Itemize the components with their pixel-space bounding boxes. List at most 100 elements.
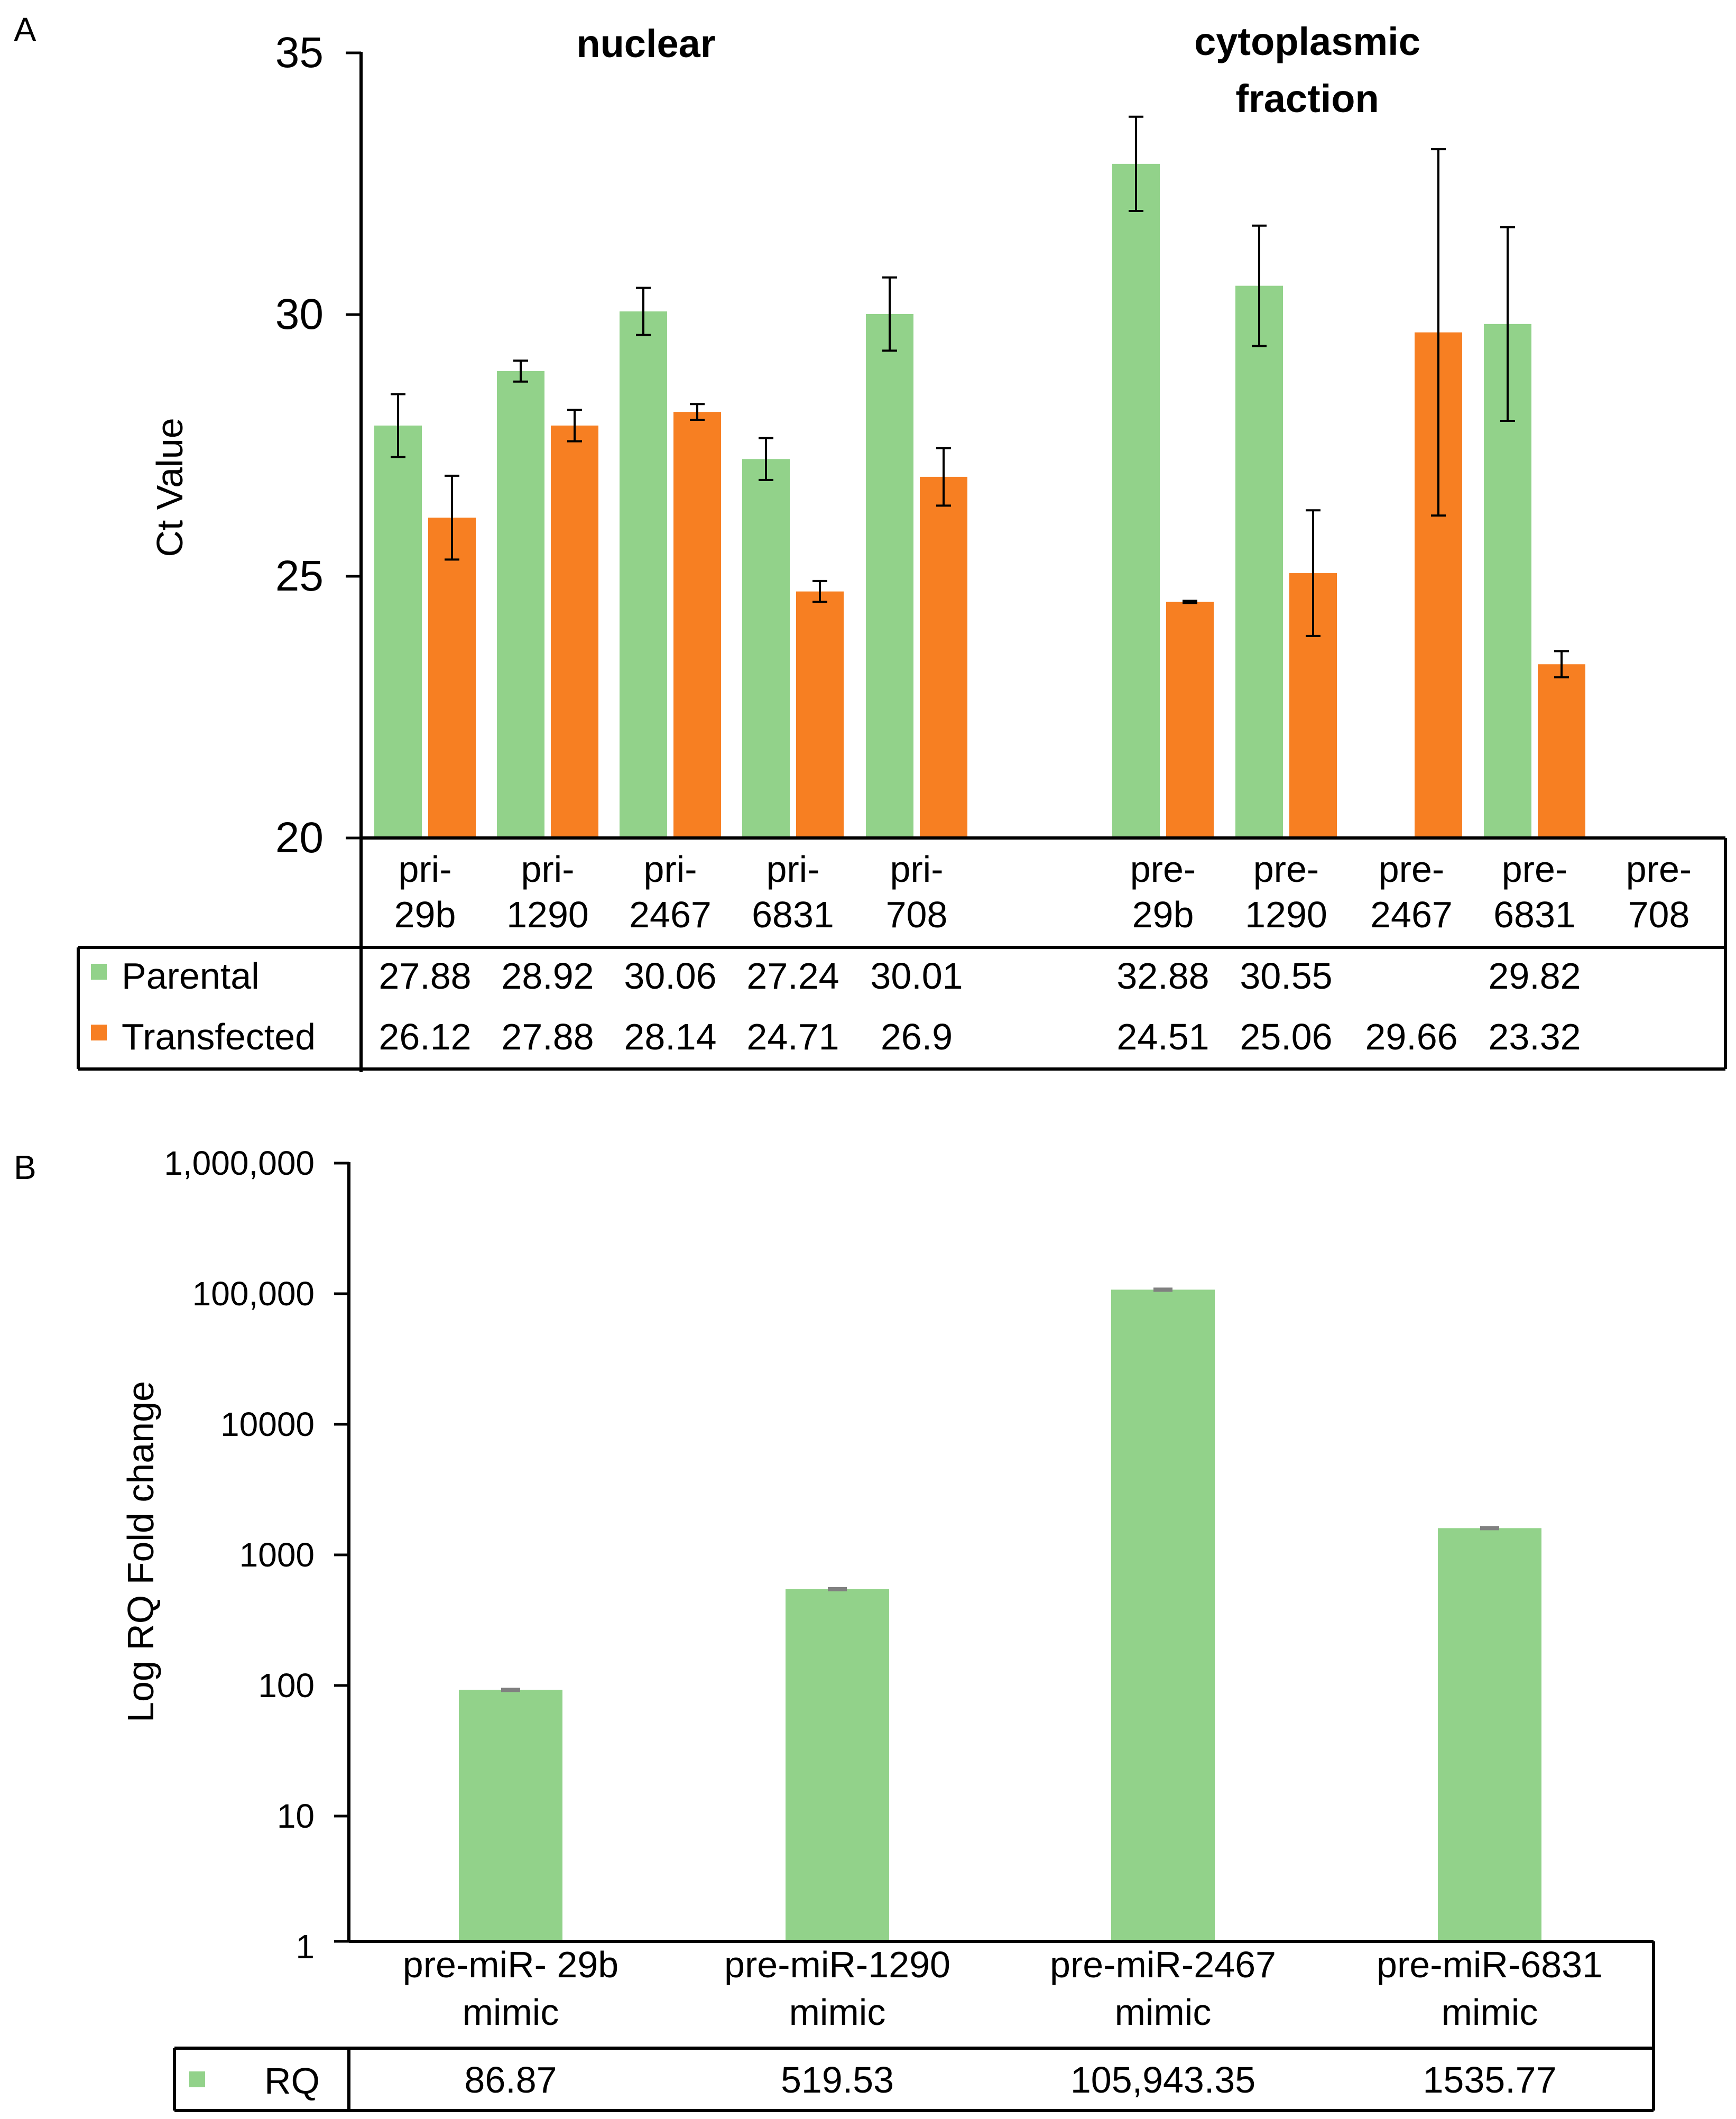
table-cell-parental: 32.88 xyxy=(1116,955,1209,997)
bar-parental xyxy=(1112,163,1160,838)
legend: RQ xyxy=(189,2060,320,2102)
table-cell-rq: 519.53 xyxy=(781,2059,894,2100)
bars xyxy=(459,1289,1541,1941)
category-label: 29b xyxy=(394,894,456,935)
category-label: pre-miR-1290 xyxy=(724,1944,950,1985)
legend-label-parental: Parental xyxy=(122,955,260,997)
table-cell-parental: 27.88 xyxy=(378,955,471,997)
category-label: 1290 xyxy=(506,894,589,935)
bar-transfected xyxy=(1166,602,1214,838)
group-label-nuclear: nuclear xyxy=(576,22,715,66)
category-label: 708 xyxy=(1628,894,1690,935)
legend-swatch-transfected xyxy=(91,1025,107,1040)
category-label: pre- xyxy=(1379,849,1444,890)
bar-transfected xyxy=(551,425,598,838)
category-label: pri- xyxy=(766,849,819,890)
y-tick-label: 10 xyxy=(277,1797,315,1835)
y-tick-label: 100,000 xyxy=(192,1275,315,1313)
table-cell-parental: 30.01 xyxy=(870,955,963,997)
category-label: 6831 xyxy=(1493,894,1576,935)
table-cell-transfected: 23.32 xyxy=(1488,1016,1581,1057)
data-table: 27.88 26.12 28.92 27.88 30.06 28.14 27.24 24.71… xyxy=(378,955,1581,1057)
legend-label-transfected: Transfected xyxy=(122,1016,316,1057)
group-label-fraction: fraction xyxy=(1235,77,1379,121)
category-labels: pri-29bpri-1290pri-2467pri-6831pri-708pr… xyxy=(394,849,1692,935)
category-label: mimic xyxy=(1442,1992,1538,2033)
error-bars xyxy=(391,115,1569,679)
y-tick-label: 30 xyxy=(275,290,324,338)
panel-a: A nuclear cytoplasmic fraction Ct Value … xyxy=(14,11,1727,1072)
y-tick-label: 10000 xyxy=(220,1405,315,1443)
category-label: 29b xyxy=(1132,894,1194,935)
category-label: pri- xyxy=(890,849,943,890)
panel-b-letter: B xyxy=(14,1148,36,1186)
category-label: pre- xyxy=(1502,849,1567,890)
table-cell-transfected: 29.66 xyxy=(1365,1016,1457,1057)
bar-rq xyxy=(786,1589,889,1941)
category-label: pri- xyxy=(398,849,451,890)
category-label: pre- xyxy=(1626,849,1692,890)
category-label: mimic xyxy=(463,1992,559,2033)
table-cell-transfected: 24.71 xyxy=(746,1016,839,1057)
category-label: 2467 xyxy=(1370,894,1453,935)
bar-parental xyxy=(374,425,422,838)
table-cell-parental: 29.82 xyxy=(1488,955,1581,997)
bar-parental xyxy=(497,371,544,838)
bar-transfected xyxy=(796,591,844,838)
category-label: pre- xyxy=(1130,849,1196,890)
bar-transfected xyxy=(920,476,967,838)
y-tick-label: 1 xyxy=(296,1928,315,1966)
y-tick-label: 1000 xyxy=(239,1536,315,1574)
y-tick-label: 1,000,000 xyxy=(164,1144,315,1182)
table-cell-rq: 105,943.35 xyxy=(1070,2059,1255,2100)
axes xyxy=(173,1162,1655,2112)
table-cell-transfected: 24.51 xyxy=(1116,1016,1209,1057)
y-tick-label: 35 xyxy=(275,29,324,77)
bar-parental xyxy=(1235,285,1283,838)
bar-transfected xyxy=(673,412,721,838)
error-bars xyxy=(501,1287,1499,1692)
category-label: pri- xyxy=(521,849,574,890)
category-label: pre-miR-6831 xyxy=(1377,1944,1603,1985)
table-cell-parental: 30.06 xyxy=(624,955,716,997)
y-axis-label: Ct Value xyxy=(149,418,190,557)
category-label: 1290 xyxy=(1245,894,1327,935)
panel-b: B Log RQ Fold change 1,000,000 100,000 1… xyxy=(14,1144,1655,2112)
bar-rq xyxy=(1438,1528,1541,1941)
table-cell-rq: 1535.77 xyxy=(1423,2059,1556,2100)
data-table: 86.87 519.53 105,943.35 1535.77 xyxy=(464,2059,1556,2100)
bar-parental xyxy=(742,459,790,838)
y-axis-label: Log RQ Fold change xyxy=(120,1381,161,1722)
legend-swatch-parental xyxy=(91,964,107,980)
bar-transfected xyxy=(428,518,476,838)
category-label: mimic xyxy=(789,1992,886,2033)
table-cell-transfected: 27.88 xyxy=(501,1016,594,1057)
bar-transfected xyxy=(1538,664,1585,838)
group-label-cytoplasmic: cytoplasmic xyxy=(1194,20,1420,63)
table-cell-transfected: 26.9 xyxy=(881,1016,953,1057)
category-label: 2467 xyxy=(629,894,712,935)
table-cell-parental: 30.55 xyxy=(1240,955,1332,997)
legend-swatch-rq xyxy=(189,2071,205,2087)
y-tick-label: 100 xyxy=(258,1666,315,1705)
bar-parental xyxy=(866,314,913,838)
category-labels: pre-miR- 29b mimic pre-miR-1290 mimic pre-mi… xyxy=(403,1944,1603,2033)
category-label: 708 xyxy=(886,894,948,935)
bar-rq xyxy=(459,1690,562,1941)
bars xyxy=(374,163,1585,838)
bar-parental xyxy=(620,311,667,838)
axes xyxy=(77,51,1727,1072)
y-tick-labels: 1,000,000 100,000 10000 1000 100 10 1 xyxy=(164,1144,315,1966)
category-label: pre-miR- 29b xyxy=(403,1944,618,1985)
legend-label-rq: RQ xyxy=(264,2060,320,2102)
category-label: 6831 xyxy=(752,894,834,935)
table-cell-rq: 86.87 xyxy=(464,2059,557,2100)
category-label: pri- xyxy=(643,849,697,890)
panel-a-letter: A xyxy=(14,11,36,49)
table-cell-transfected: 25.06 xyxy=(1240,1016,1332,1057)
category-label: pre-miR-2467 xyxy=(1050,1944,1276,1985)
table-cell-transfected: 26.12 xyxy=(378,1016,471,1057)
legend: Parental Transfected xyxy=(91,955,316,1057)
y-tick-label: 20 xyxy=(275,814,324,862)
